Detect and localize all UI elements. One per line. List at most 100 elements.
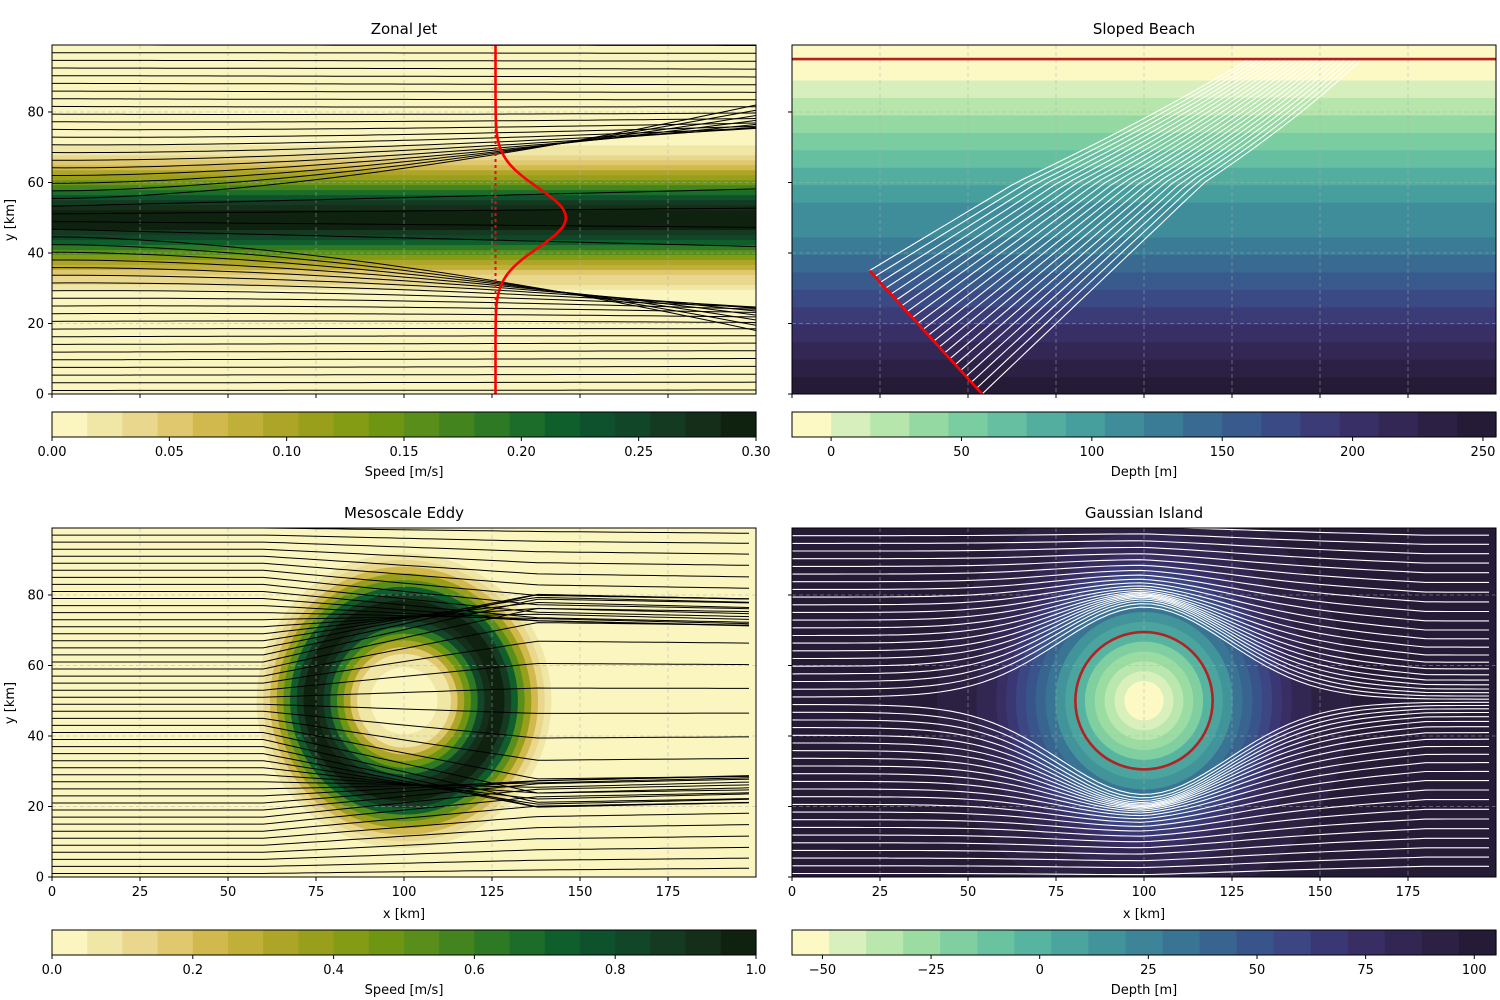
streamline [52,98,756,101]
streamline [52,760,750,805]
streamline [52,350,756,353]
colorbar-segment [1347,930,1386,955]
colorbar-tick-label: 0.10 [272,445,301,460]
streamline [52,598,750,663]
colorbar-tick-label: 0.00 [38,445,67,460]
streamline [52,591,750,623]
streamline [792,603,1489,697]
streamline [52,320,756,323]
colorbar-segment [1104,412,1145,437]
colorbar-segment [1125,930,1164,955]
colorbar-tick-label: 150 [1210,445,1235,460]
streamline [52,717,750,761]
colorbar-segment [1384,930,1423,955]
streamline [792,593,1489,670]
colorbar-tick-label: 50 [953,445,970,460]
field-band [52,229,756,236]
x-tick-label: 75 [308,885,325,900]
streamline [52,188,756,207]
colorbar-segment [1456,412,1497,437]
x-tick-label: 0 [48,885,56,900]
streamline [52,767,750,800]
colorbar-frame [51,929,757,956]
grid-lines [52,528,756,877]
x-tick-label: 25 [132,885,149,900]
streamline [792,589,1489,656]
colorbar-tick-label: 0 [1036,963,1044,978]
field-band [52,279,756,285]
colorbar-segment [580,930,616,955]
y-tick-label: 20 [27,800,44,815]
streamline [52,555,750,578]
field-band [52,369,756,375]
colorbar-tick-label: 0.6 [464,963,485,978]
colorbar-segment [87,412,123,437]
streamline [792,553,1489,574]
colorbar-segment [368,930,405,955]
streamline [52,122,756,131]
streamline [792,818,1489,843]
streamline [792,528,1489,536]
streamline [869,58,1250,272]
streamline [792,780,1489,823]
colorbar-frame [791,929,1497,956]
streamline [933,58,1314,342]
x-tick-label: 50 [220,885,237,900]
colorbar-segment [509,412,546,437]
colorbar-segment [948,412,989,437]
streamline [52,528,750,534]
streamline [928,58,1309,336]
colorbar-segment [1199,930,1238,955]
field-band [52,334,756,340]
streamline [792,745,1489,812]
streamline [922,58,1304,330]
streamline [792,865,1489,876]
streamline [874,58,1255,277]
x-axis: 0 25 50 75 100 125 150 175 [788,877,1421,900]
streamline [792,770,1489,820]
streamline [792,585,1489,640]
colorbar-segment [192,412,229,437]
y-axis [788,594,792,878]
streamline [52,569,750,600]
x-tick-label: 125 [1220,885,1245,900]
streamline [52,236,756,331]
colorbar-frame [791,411,1497,438]
panel-title: Mesoscale Eddy [344,504,464,522]
colorbar-segment [404,930,440,955]
streamline [52,596,750,642]
streamline [52,267,756,312]
streamline [52,846,750,860]
streamline [52,297,756,310]
colorbar-segment [903,930,941,955]
colorbar-tick-label: 0.4 [323,963,344,978]
streamline [792,591,1489,663]
streamline [52,105,756,108]
field-band [52,104,756,111]
streamline [52,710,749,739]
colorbar-segment [333,930,370,955]
x-tick-label: 75 [1048,885,1065,900]
streamline [52,724,750,780]
panel-title: Sloped Beach [1093,20,1195,38]
y-axis [788,111,792,395]
streamline [52,612,750,625]
streamline [792,564,1489,593]
streamline [52,593,750,649]
x-tick-label: 175 [1396,885,1421,900]
colorbar-segment [298,930,335,955]
x-tick-label: 175 [656,885,681,900]
overlay [494,45,568,394]
colorbar-tick-label: 100 [1462,963,1487,978]
colorbar-tick-label: 0.20 [507,445,536,460]
field-band [52,74,756,81]
streamline [792,598,1489,690]
streamline [792,837,1489,855]
y-tick-label: 20 [27,317,44,332]
streamline [52,328,756,330]
streamline [52,112,756,115]
heatmap-field [792,528,1496,877]
colorbar-segment [298,412,335,437]
streamline [52,812,750,839]
y-axis: 0 20 40 60 80 [27,588,52,886]
